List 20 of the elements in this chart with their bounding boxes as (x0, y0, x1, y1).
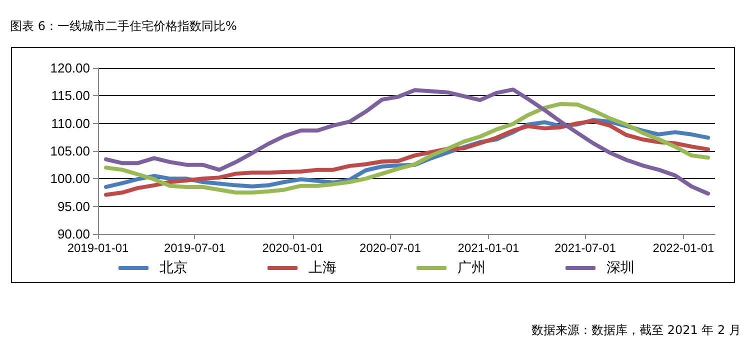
x-tick-label: 2020-07-01 (360, 241, 422, 255)
y-tick-label: 95.00 (57, 198, 90, 214)
x-tick-label: 2021-01-01 (458, 241, 520, 255)
chart-title: 图表 6：一线城市二手住宅价格指数同比% (10, 18, 237, 35)
legend-label: 深圳 (606, 260, 634, 276)
y-tick-label: 120.00 (50, 60, 90, 76)
x-tick-label: 2020-01-01 (262, 241, 324, 255)
x-tick-label: 2019-07-01 (164, 241, 226, 255)
y-tick-label: 115.00 (51, 88, 90, 104)
y-tick-label: 110.00 (51, 116, 90, 131)
y-tick-label: 100.00 (50, 171, 90, 186)
source-note: 数据来源：数据库，截至 2021 年 2 月 (532, 322, 741, 339)
legend-label: 广州 (458, 260, 486, 276)
x-tick-label: 2019-01-01 (67, 241, 130, 255)
legend-label: 北京 (160, 260, 188, 276)
y-tick-label: 105.00 (50, 144, 90, 158)
x-tick-label: 2022-01-01 (652, 241, 714, 255)
x-tick-label: 2021-07-01 (554, 241, 616, 255)
y-tick-label: 90.00 (57, 226, 90, 242)
legend-label: 上海 (308, 260, 336, 276)
